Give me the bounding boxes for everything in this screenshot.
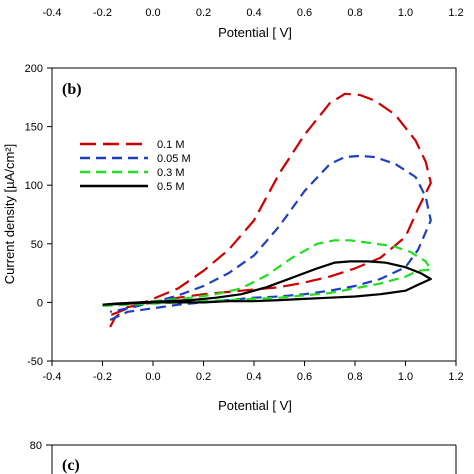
panel-label-b: (b) — [62, 81, 82, 98]
x-tick-label: -0.2 — [93, 371, 112, 383]
top-x-tick-label: 0.0 — [145, 7, 160, 19]
top-x-tick-label: -0.2 — [93, 7, 112, 19]
x-tick-label: 1.2 — [448, 371, 463, 383]
plot-frame — [51, 67, 457, 362]
panel-c-y-tick-label: 80 — [30, 440, 42, 452]
top-x-tick-label: 0.2 — [196, 7, 211, 19]
top-x-tick-label: 0.8 — [347, 7, 362, 19]
series-line-0 — [109, 92, 432, 328]
top-x-tick-label: 0.4 — [246, 7, 261, 19]
y-tick-label: 200 — [25, 63, 43, 75]
top-x-tick-label: 0.6 — [297, 7, 312, 19]
x-tick-label: 0.8 — [347, 371, 362, 383]
y-axis-label: Current density [µA/cm²] — [2, 144, 17, 284]
y-tick-label: 0 — [37, 297, 43, 309]
y-tick-label: 50 — [31, 239, 43, 251]
legend-label-3: 0.5 M — [157, 181, 185, 193]
bottom-strip: 80 (c) — [30, 440, 457, 474]
panel-label-c: (c) — [62, 457, 80, 474]
panel-b: -50 0 50 100 150 200 -0.4 -0.2 0.0 0.2 0.4 0.6 0.8 1… — [2, 63, 464, 413]
legend-label-1: 0.05 M — [157, 153, 191, 165]
y-tick-label: 100 — [25, 180, 43, 192]
x-tick-label: 0.4 — [246, 371, 261, 383]
y-tick-label: 150 — [25, 122, 43, 134]
series-curves — [102, 92, 432, 328]
legend-label-2: 0.3 M — [157, 167, 185, 179]
legend: 0.1 M 0.05 M 0.3 M 0.5 M — [80, 139, 191, 193]
series-line-2 — [102, 239, 432, 307]
top-x-axis-label: Potential [ V] — [218, 25, 292, 40]
top-strip: -0.4 -0.2 0.0 0.2 0.4 0.6 0.8 1.0 1.2 Potential … — [43, 7, 464, 40]
y-tick-label: -50 — [27, 356, 43, 368]
x-tick-label: 0.6 — [297, 371, 312, 383]
x-ticks: -0.4 -0.2 0.0 0.2 0.4 0.6 0.8 1.0 1.2 — [43, 361, 464, 383]
top-x-tick-labels: -0.4 -0.2 0.0 0.2 0.4 0.6 0.8 1.0 1.2 — [43, 7, 464, 19]
x-tick-label: -0.4 — [43, 371, 62, 383]
x-tick-label: 0.0 — [145, 371, 160, 383]
series-line-3 — [102, 260, 432, 306]
x-tick-label: 1.0 — [398, 371, 413, 383]
top-x-tick-label: 1.2 — [448, 7, 463, 19]
y-ticks: -50 0 50 100 150 200 — [25, 63, 52, 368]
top-x-tick-label: 1.0 — [398, 7, 413, 19]
x-tick-label: 0.2 — [196, 371, 211, 383]
x-axis-label: Potential [ V] — [218, 398, 292, 413]
legend-label-0: 0.1 M — [157, 139, 185, 151]
top-x-tick-label: -0.4 — [43, 7, 62, 19]
